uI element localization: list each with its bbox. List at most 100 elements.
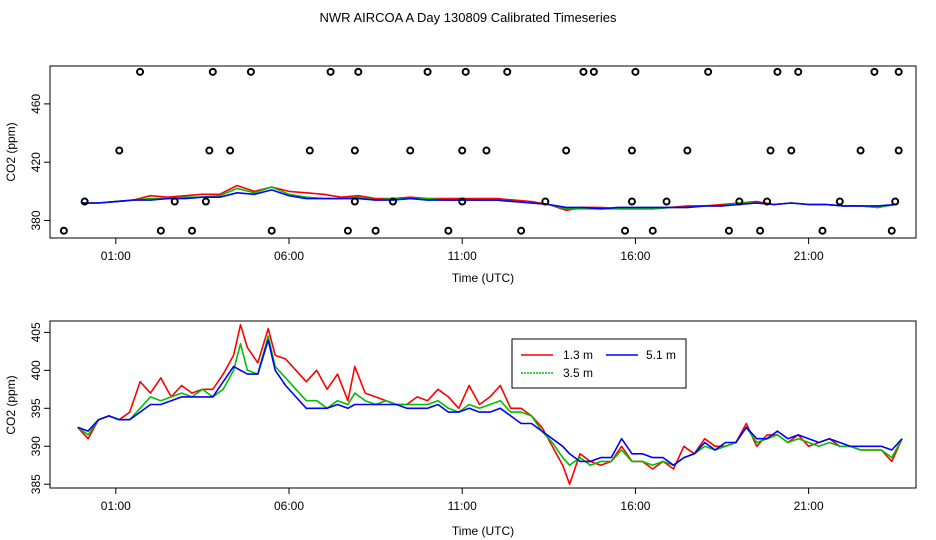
bottom-x-tick-label: 11:00 (448, 499, 477, 513)
bottom-y-tick-label: 405 (29, 322, 43, 342)
top-x-tick-label: 06:00 (274, 249, 304, 263)
top-flask-point (627, 197, 636, 206)
bottom-y-tick-label: 385 (29, 474, 43, 494)
bottom-x-tick-label: 21:00 (794, 499, 824, 513)
top-flask-point (205, 146, 214, 155)
legend-label-5-1m: 5.1 m (646, 348, 676, 362)
top-flask-point (406, 146, 415, 155)
top-flask-point (856, 146, 865, 155)
bottom-series-lines (77, 323, 903, 486)
bottom-plot-frame (49, 320, 917, 489)
top-flask-point (631, 67, 640, 76)
top-flask-point (354, 67, 363, 76)
legend-label-1-3m: 1.3 m (563, 348, 593, 362)
top-flask-point (350, 146, 359, 155)
top-flask-point (891, 197, 900, 206)
top-flask-point (662, 197, 671, 206)
top-timeseries-panel: 01:00 06:00 11:00 16:00 21:00 380 420 460 Time… (4, 65, 917, 285)
top-x-tick-label: 01:00 (101, 249, 131, 263)
top-flask-point (503, 67, 512, 76)
top-flask-point (170, 197, 179, 206)
top-flask-point (305, 146, 314, 155)
top-flask-point (724, 226, 733, 235)
top-flask-point (461, 67, 470, 76)
top-flask-point (343, 226, 352, 235)
top-flask-point (371, 226, 380, 235)
top-flask-point (766, 146, 775, 155)
bottom-x-tick-label: 06:00 (274, 499, 304, 513)
bottom-y-axis: 385 390 395 400 405 (29, 322, 51, 494)
top-y-axis-label: CO2 (ppm) (4, 122, 18, 181)
top-flask-point (870, 67, 879, 76)
bottom-x-tick-label: 16:00 (620, 499, 650, 513)
top-x-tick-label: 21:00 (794, 249, 824, 263)
top-flask-point (80, 197, 89, 206)
legend-box (511, 338, 687, 389)
top-flask-point (894, 146, 903, 155)
top-flask-point (627, 146, 636, 155)
top-flask-point (350, 197, 359, 206)
top-flask-point (458, 146, 467, 155)
top-flask-point (226, 146, 235, 155)
top-flask-point (541, 197, 550, 206)
top-flask-point (188, 226, 197, 235)
top-flask-point (59, 226, 68, 235)
top-series-line-1-3-m (81, 184, 896, 212)
bottom-y-axis-label: CO2 (ppm) (4, 375, 18, 434)
top-flask-point (835, 197, 844, 206)
bottom-y-tick-label: 390 (29, 436, 43, 456)
top-flask-point (326, 67, 335, 76)
top-flask-point (115, 146, 124, 155)
top-flask-point (756, 226, 765, 235)
bottom-series-line-5-1-m (77, 339, 903, 467)
bottom-x-axis-label: Time (UTC) (452, 524, 514, 538)
top-series-line-5-1-m (81, 189, 896, 210)
top-y-tick-label: 460 (29, 94, 43, 114)
top-flask-point (683, 146, 692, 155)
top-x-axis: 01:00 06:00 11:00 16:00 21:00 (101, 237, 824, 263)
top-flask-point (894, 67, 903, 76)
top-flask-point (444, 226, 453, 235)
top-flask-point (735, 197, 744, 206)
top-flask-point (458, 197, 467, 206)
legend: 1.3 m 5.1 m 3.5 m (511, 338, 687, 389)
top-flask-point (482, 146, 491, 155)
top-x-tick-label: 11:00 (448, 249, 477, 263)
top-flask-point (579, 67, 588, 76)
top-flask-point (818, 226, 827, 235)
top-flask-point (589, 67, 598, 76)
chart-title: NWR AIRCOA A Day 130809 Calibrated Times… (320, 10, 617, 25)
top-flask-point (267, 226, 276, 235)
top-flask-point (423, 67, 432, 76)
top-flask-point (794, 67, 803, 76)
top-y-tick-label: 420 (29, 152, 43, 172)
top-flask-point (773, 67, 782, 76)
top-flask-point (648, 226, 657, 235)
top-y-axis: 380 420 460 (29, 94, 51, 231)
top-flask-point (517, 226, 526, 235)
bottom-x-tick-label: 01:00 (101, 499, 131, 513)
top-series-lines (81, 184, 896, 212)
top-x-axis-label: Time (UTC) (452, 271, 514, 285)
bottom-y-tick-label: 395 (29, 398, 43, 418)
top-flask-point (704, 67, 713, 76)
top-flask-point (201, 197, 210, 206)
top-flask-point (763, 197, 772, 206)
top-flask-point (156, 226, 165, 235)
top-flask-point (388, 197, 397, 206)
top-flask-point (887, 226, 896, 235)
bottom-series-line-3-5-m (77, 335, 903, 467)
top-flask-point (562, 146, 571, 155)
top-flask-point (787, 146, 796, 155)
top-y-tick-label: 380 (29, 210, 43, 230)
bottom-x-axis: 01:00 06:00 11:00 16:00 21:00 (101, 487, 824, 513)
top-x-tick-label: 16:00 (620, 249, 650, 263)
bottom-timeseries-panel: 01:00 06:00 11:00 16:00 21:00 385 390 395 400 40… (4, 320, 917, 538)
top-flask-point (208, 67, 217, 76)
legend-label-3-5m: 3.5 m (563, 366, 593, 380)
bottom-y-tick-label: 400 (29, 360, 43, 380)
top-flask-point (621, 226, 630, 235)
top-flask-point (246, 67, 255, 76)
top-flask-point (136, 67, 145, 76)
